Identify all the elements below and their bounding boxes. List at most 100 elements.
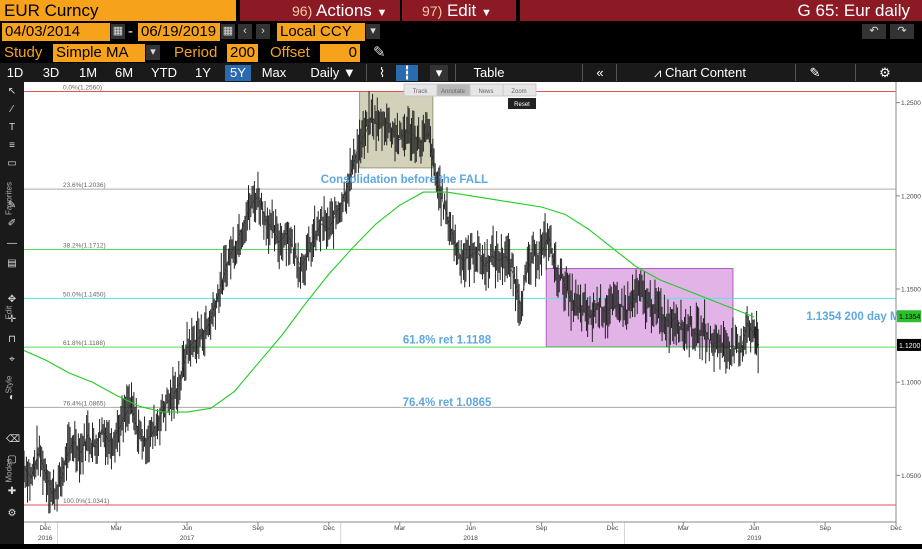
price-series-line [23,116,760,495]
ma-price-tag [897,310,921,323]
date-range-bar: 04/03/2014 ▦ - 06/19/2019 ▦ ‹ › Local CC… [0,21,922,43]
x-tick-label: Dec [607,525,619,532]
currency-select[interactable]: Local CCY [277,23,365,41]
chevron-down-icon[interactable]: ▾ [366,24,380,39]
period-button-max[interactable]: Max [261,65,287,80]
period-field[interactable]: 200 [227,44,258,62]
move-icon[interactable]: ✥ [7,294,17,305]
price-chart[interactable]: 0.0%(1.2560) 23.6%(1.2036) 38.2%(1.1712) 50… [23,82,922,544]
offset-field[interactable]: 0 [320,44,360,62]
period-button-6m[interactable]: 6M [114,65,134,80]
brush-tool-icon[interactable]: ✎ [7,200,17,211]
fib-level-label: 76.4%(1.0865) [63,400,106,407]
fib-level-label: 61.8%(1.1188) [63,340,105,347]
palette-icon[interactable]: ◐ [8,392,16,403]
gear-icon[interactable]: ⚙ [879,65,891,80]
chart-annotation: 76.4% ret 1.0865 [403,397,492,409]
chevron-down-icon[interactable]: ▾ [430,65,448,81]
crosshair-icon[interactable]: ✛ [7,314,17,325]
start-date-field[interactable]: 04/03/2014 [2,23,110,41]
last-price-tag [897,338,921,351]
x-tick-label: Jun [182,525,193,532]
study-bar: Study Simple MA ▾ Period 200 Offset 0 ✎ [0,43,922,63]
calendar-icon[interactable]: ▦ [111,24,125,39]
chart-panel[interactable]: 0.0%(1.2560) 23.6%(1.2036) 38.2%(1.1712) 50… [23,82,922,544]
sidebar-label-favorites: Favorites [4,182,14,215]
tool-track-label: Track [413,89,429,95]
bar-chart-icon[interactable]: ┇ [396,65,418,81]
calendar-icon[interactable]: ▦ [221,24,235,39]
line-chart-icon[interactable]: ⌇ [378,65,386,80]
date-separator: - [128,23,133,40]
pencil-icon[interactable]: ✎ [373,44,386,61]
pin-icon[interactable]: ⌖ [9,354,15,365]
table-button[interactable]: Table [473,65,505,80]
x-tick-year-label: 2019 [747,535,762,542]
settings-small-icon[interactable]: ⚙ [7,508,17,519]
lock-icon[interactable]: ▢ [7,454,17,465]
chevron-down-icon[interactable]: ▾ [146,45,160,60]
pen-tool-icon[interactable]: ✐ [7,218,17,229]
x-tick-label: Mar [394,525,406,532]
x-tick-label: Dec [323,525,335,532]
tool-zoom-button[interactable] [502,83,537,97]
header-bar: EUR Curncy 96) Actions ▼ 97) Edit ▼ G 65… [0,0,922,21]
undo-icon[interactable]: ↶ [862,24,886,39]
tool-zoom-label: Zoom [511,89,526,95]
channel-tool-icon[interactable]: ▤ [7,258,17,269]
x-tick-label: Sep [536,525,548,532]
actions-menu[interactable]: 96) Actions ▼ [240,0,400,21]
text-tool-icon[interactable]: T [8,122,16,133]
last-price-tag-label: 1.1200 [899,343,921,350]
frequency-select[interactable]: Daily ▼ [310,65,356,80]
period-button-1m[interactable]: 1M [78,65,98,80]
tool-annotate-label: Annotate [441,89,466,95]
x-tick-label: Sep [252,525,264,532]
end-date-field[interactable]: 06/19/2019 [138,23,220,41]
ticker-field[interactable]: EUR Curncy [0,0,236,21]
previous-icon[interactable]: ‹ [238,24,252,39]
period-button-1d[interactable]: 1D [6,65,24,80]
y-tick-label: 1.0500 [901,473,921,480]
edit-menu-label: Edit [446,1,477,20]
offset-label: Offset [270,44,310,61]
study-label: Study [4,44,43,61]
cursor-icon[interactable]: ↖ [7,86,17,97]
period-label: Period [174,44,218,61]
horizontal-line-icon[interactable]: — [7,238,17,249]
x-tick-label: Jun [749,525,760,532]
actions-menu-number: 96) [292,3,313,19]
rectangle-tool-icon[interactable]: ▭ [7,158,17,169]
period-button-1y[interactable]: 1Y [195,65,211,80]
period-button-ytd[interactable]: YTD [151,65,177,80]
collapse-icon[interactable]: « [596,65,604,80]
period-button-3d[interactable]: 3D [42,65,60,80]
study-select[interactable]: Simple MA [53,44,145,62]
x-tick-year-label: 2018 [463,535,478,542]
chart-annotation: Consolidation before the FALL [321,174,488,186]
actions-menu-label: Actions [316,1,372,20]
fib-level-label: 0.0%(1.2560) [63,84,102,91]
edit-menu[interactable]: 97) Edit ▼ [402,0,516,21]
mode-icon[interactable]: ✚ [7,486,17,497]
chart-annotation: 1.1354 200 day MA [806,311,908,323]
line-tool-icon[interactable]: ∕ [11,104,13,115]
eraser-icon[interactable]: ⌫ [6,434,21,445]
chart-content-button[interactable]: ⩘ Chart Content [640,65,760,81]
redo-icon[interactable]: ↷ [890,24,914,39]
reset-button[interactable] [508,98,536,109]
y-tick-label: 1.2500 [901,100,921,107]
next-icon[interactable]: › [256,24,270,39]
period-button-5y[interactable]: 5Y [225,65,251,81]
edit-icon[interactable]: ✎ [809,65,821,80]
x-tick-label: Jun [465,525,476,532]
page-title: G 65: Eur daily [520,0,922,21]
x-tick-label: Dec [890,525,902,532]
magnet-icon[interactable]: ⊓ [8,334,16,345]
fib-tool-icon[interactable]: ≡ [9,140,15,151]
ma-200-line [23,191,755,413]
fib-level-label: 23.6%(1.2036) [63,182,106,189]
reset-label: Reset [514,102,530,108]
chart-content-icon: ⩘ [654,65,665,80]
sidebar-label-edit: Edit [4,305,14,320]
